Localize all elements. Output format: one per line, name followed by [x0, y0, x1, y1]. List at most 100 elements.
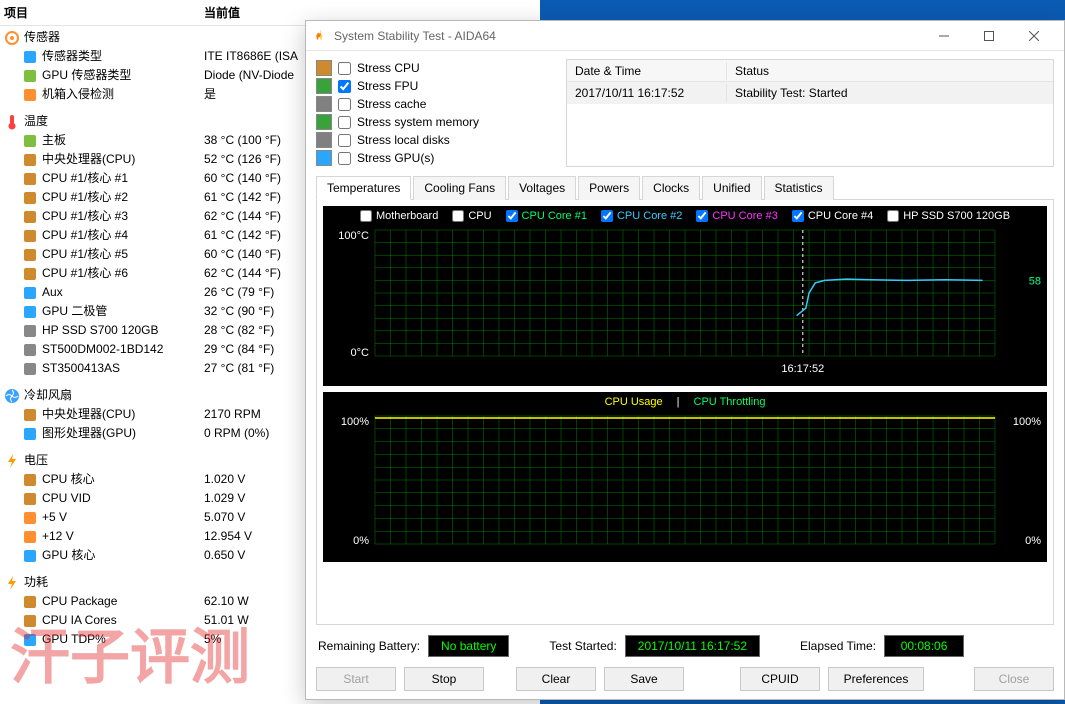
preferences-button[interactable]: Preferences: [828, 667, 924, 691]
legend-checkbox[interactable]: [506, 210, 518, 222]
row-label: ST500DM002-1BD142: [42, 341, 163, 358]
started-value: 2017/10/11 16:17:52: [625, 635, 760, 657]
row-label: CPU IA Cores: [42, 612, 117, 629]
legend-label: CPU Core #1: [522, 210, 587, 222]
row-label: CPU Package: [42, 593, 117, 610]
stress-option[interactable]: Stress GPU(s): [316, 149, 556, 167]
stress-checkbox[interactable]: [338, 98, 351, 111]
stress-checkbox[interactable]: [338, 152, 351, 165]
row-label: ST3500413AS: [42, 360, 120, 377]
bolt-icon: [4, 575, 20, 591]
row-icon: [22, 190, 38, 206]
row-label: 机箱入侵检测: [42, 86, 114, 103]
tab-statistics[interactable]: Statistics: [764, 176, 834, 200]
temperature-chart[interactable]: Motherboard CPU CPU Core #1 CPU Core #2 CPU …: [323, 206, 1047, 386]
row-icon: [22, 68, 38, 84]
row-label: 中央处理器(CPU): [42, 151, 135, 168]
header-item: 项目: [4, 4, 204, 21]
legend-item[interactable]: CPU: [452, 210, 491, 222]
tab-unified[interactable]: Unified: [702, 176, 761, 200]
tab-powers[interactable]: Powers: [578, 176, 640, 200]
row-icon: [22, 171, 38, 187]
row-label: 主板: [42, 132, 66, 149]
legend-label: Motherboard: [376, 210, 438, 222]
close-window-button[interactable]: Close: [974, 667, 1054, 691]
save-button[interactable]: Save: [604, 667, 684, 691]
stress-option[interactable]: Stress cache: [316, 95, 556, 113]
legend-item[interactable]: CPU Core #3: [696, 210, 777, 222]
row-icon: [22, 426, 38, 442]
stop-button[interactable]: Stop: [404, 667, 484, 691]
row-icon: [22, 407, 38, 423]
tab-clocks[interactable]: Clocks: [642, 176, 700, 200]
legend-item[interactable]: HP SSD S700 120GB: [887, 210, 1010, 222]
legend-item[interactable]: CPU Core #4: [792, 210, 873, 222]
status-row[interactable]: 2017/10/11 16:17:52 Stability Test: Star…: [567, 82, 1053, 104]
stress-option[interactable]: Stress FPU: [316, 77, 556, 95]
maximize-button[interactable]: [966, 22, 1011, 50]
row-icon: [22, 209, 38, 225]
stress-checkbox[interactable]: [338, 134, 351, 147]
legend-item[interactable]: CPU Core #1: [506, 210, 587, 222]
minimize-button[interactable]: [921, 22, 966, 50]
stress-option[interactable]: Stress local disks: [316, 131, 556, 149]
row-icon: [22, 323, 38, 339]
tab-cooling-fans[interactable]: Cooling Fans: [413, 176, 506, 200]
row-label: HP SSD S700 120GB: [42, 322, 159, 339]
usage-chart[interactable]: CPU Usage | CPU Throttling 100% 0% 100% …: [323, 392, 1047, 562]
stress-checkbox[interactable]: [338, 116, 351, 129]
stress-checkbox[interactable]: [338, 62, 351, 75]
stress-label: Stress GPU(s): [357, 151, 434, 165]
titlebar[interactable]: System Stability Test - AIDA64: [306, 21, 1064, 51]
row-label: CPU #1/核心 #5: [42, 246, 128, 263]
legend-checkbox[interactable]: [696, 210, 708, 222]
svg-text:0%: 0%: [1025, 535, 1041, 547]
row-label: CPU #1/核心 #6: [42, 265, 128, 282]
row-label: CPU VID: [42, 490, 91, 507]
stress-icon: [316, 78, 332, 94]
row-label: CPU 核心: [42, 471, 95, 488]
row-icon: [22, 87, 38, 103]
col-status: Status: [727, 62, 1053, 80]
row-icon: [22, 133, 38, 149]
legend-item[interactable]: CPU Core #2: [601, 210, 682, 222]
row-label: CPU #1/核心 #2: [42, 189, 128, 206]
stress-icon: [316, 96, 332, 112]
legend-checkbox[interactable]: [452, 210, 464, 222]
row-label: 图形处理器(GPU): [42, 425, 136, 442]
header-value: 当前值: [204, 4, 536, 21]
legend-label: HP SSD S700 120GB: [903, 210, 1010, 222]
col-datetime: Date & Time: [567, 62, 727, 80]
svg-text:100°C: 100°C: [338, 230, 369, 242]
stress-option[interactable]: Stress system memory: [316, 113, 556, 131]
tab-temperatures[interactable]: Temperatures: [316, 176, 411, 200]
fan-icon: [4, 388, 20, 404]
stress-option[interactable]: Stress CPU: [316, 59, 556, 77]
legend-checkbox[interactable]: [360, 210, 372, 222]
legend-checkbox[interactable]: [887, 210, 899, 222]
stress-label: Stress system memory: [357, 115, 479, 129]
legend-checkbox[interactable]: [601, 210, 613, 222]
svg-text:100%: 100%: [341, 416, 369, 428]
legend-checkbox[interactable]: [792, 210, 804, 222]
stress-label: Stress FPU: [357, 79, 418, 93]
svg-text:100%: 100%: [1013, 416, 1041, 428]
row-label: GPU 核心: [42, 547, 95, 564]
row-icon: [22, 285, 38, 301]
stress-label: Stress local disks: [357, 133, 450, 147]
stress-icon: [316, 132, 332, 148]
cpuid-button[interactable]: CPUID: [740, 667, 820, 691]
start-button[interactable]: Start: [316, 667, 396, 691]
close-button[interactable]: [1011, 22, 1056, 50]
tab-bar: TemperaturesCooling FansVoltagesPowersCl…: [316, 175, 1054, 200]
stress-label: Stress cache: [357, 97, 426, 111]
clear-button[interactable]: Clear: [516, 667, 596, 691]
legend-item[interactable]: Motherboard: [360, 210, 438, 222]
tab-voltages[interactable]: Voltages: [508, 176, 576, 200]
row-label: CPU #1/核心 #1: [42, 170, 128, 187]
stress-checkbox[interactable]: [338, 80, 351, 93]
row-label: GPU 二极管: [42, 303, 107, 320]
svg-text:0%: 0%: [353, 535, 369, 547]
svg-text:58: 58: [1029, 275, 1041, 287]
stability-window: System Stability Test - AIDA64 Stress CP…: [305, 20, 1065, 700]
